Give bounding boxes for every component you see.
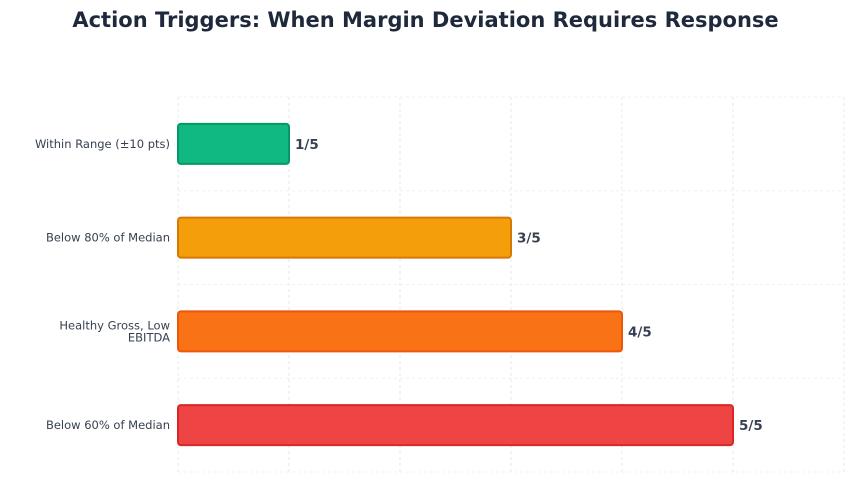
category-label: Below 60% of Median	[46, 418, 170, 432]
bar-value-label: 4/5	[628, 324, 652, 340]
bar-value-label: 3/5	[517, 231, 541, 247]
category-label: Within Range (±10 pts)	[35, 137, 170, 151]
chart-title: Action Triggers: When Margin Deviation R…	[72, 8, 779, 32]
bar	[177, 404, 734, 447]
bar-value-label: 5/5	[739, 418, 763, 434]
category-label: Below 80% of Median	[46, 231, 170, 245]
bar	[177, 122, 290, 165]
bar	[177, 310, 623, 353]
category-label: Healthy Gross, Low EBITDA	[59, 318, 170, 344]
bar	[177, 216, 512, 259]
bar-value-label: 1/5	[295, 137, 319, 153]
